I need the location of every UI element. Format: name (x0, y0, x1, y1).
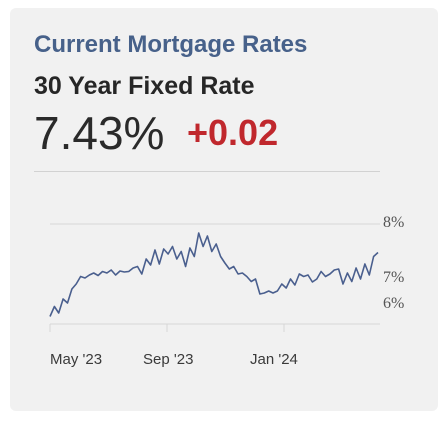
current-rate-value: 7.43% (34, 107, 165, 159)
y-tick-label-6: 6% (383, 295, 404, 312)
rate-series-line (49, 232, 379, 317)
x-tick-label-jan-24: Jan '24 (250, 351, 298, 368)
y-tick-label-7: 7% (383, 269, 404, 286)
x-tick-label-sep-23: Sep '23 (143, 351, 193, 368)
header-divider (34, 171, 380, 172)
rate-type-label: 30 Year Fixed Rate (34, 72, 255, 100)
y-tick-label-8: 8% (383, 214, 404, 231)
x-tick-label-may-23: May '23 (50, 351, 102, 368)
mortgage-rate-card (10, 8, 438, 411)
rate-change-value: +0.02 (187, 112, 279, 153)
widget-title: Current Mortgage Rates (34, 31, 308, 58)
